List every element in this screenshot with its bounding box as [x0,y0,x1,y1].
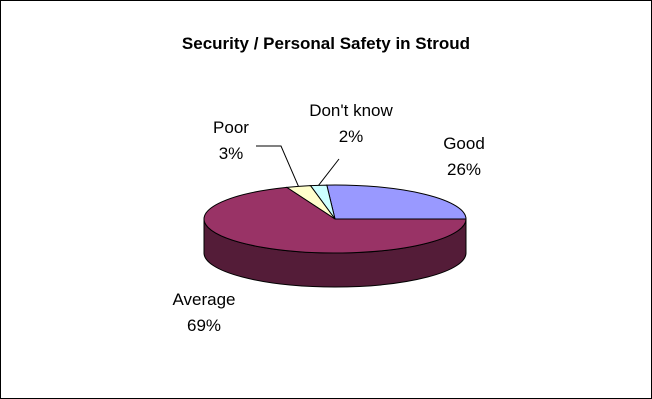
leader-line-poor [256,145,299,187]
data-label-poor-name: Poor [213,118,249,137]
data-label-good-value: 26% [447,160,481,179]
data-labels: Good 26% Average 69% Poor 3% Don't know 2% [172,101,484,335]
leader-line-dont-know [318,158,340,186]
pie-group [203,184,467,288]
data-label-good-name: Good [443,134,485,153]
pie-slice-average [203,186,467,254]
data-label-don-t-know-name: Don't know [309,101,393,120]
data-label-poor-value: 3% [219,144,244,163]
data-label-average-name: Average [172,290,235,309]
chart-title: Security / Personal Safety in Stroud [182,34,470,53]
pie-slice-good [326,184,467,220]
data-label-average-value: 69% [187,316,221,335]
data-label-don-t-know-value: 2% [339,127,364,146]
leader-lines [256,145,340,187]
